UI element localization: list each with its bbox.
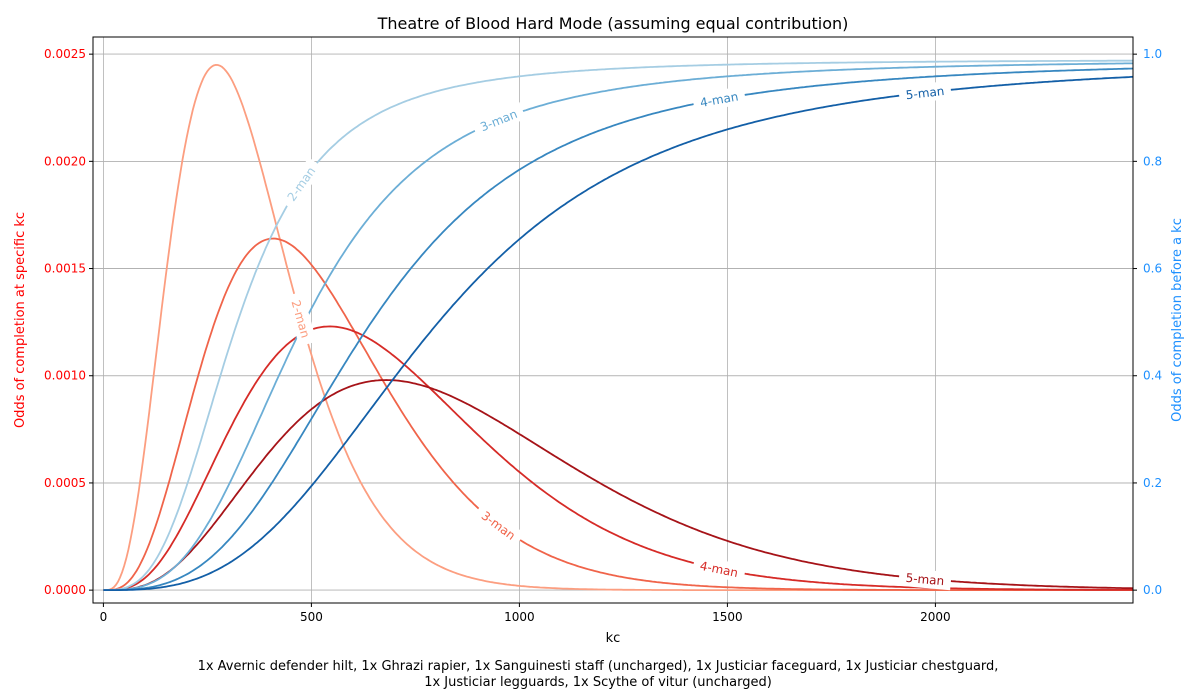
series-label-bg: [691, 85, 747, 113]
caption-line-1: 1x Avernic defender hilt, 1x Ghrazi rapi…: [198, 659, 999, 674]
y-axis-right-label: Odds of completion before a kc: [1170, 218, 1185, 422]
y-right-tick-label: 0.0: [1143, 583, 1162, 597]
series-label-bg: [898, 80, 952, 105]
y-axis-left-label: Odds of completion at specific kc: [13, 212, 28, 428]
series-line-right-7: [103, 75, 1134, 591]
y-right-tick-label: 1.0: [1143, 47, 1162, 61]
y-left-tick-label: 0.0010: [44, 369, 86, 383]
plot-frame: [92, 36, 1134, 604]
chart-title: Theatre of Blood Hard Mode (assuming equ…: [377, 14, 849, 33]
y-left-tick-label: 0.0020: [44, 154, 86, 168]
x-tick-label: 1500: [712, 610, 743, 624]
series-line-left-2: [103, 325, 1133, 591]
series-label-bg: [278, 157, 324, 211]
y-left-tick-label: 0.0005: [44, 476, 86, 490]
series-line-left-1: [103, 237, 1133, 591]
x-tick-label: 0: [100, 610, 108, 624]
y-right-tick-label: 0.4: [1143, 369, 1162, 383]
y-right-tick-label: 0.2: [1143, 476, 1162, 490]
x-tick-label: 500: [300, 610, 323, 624]
caption-line-2: 1x Justiciar legguards, 1x Scythe of vit…: [424, 675, 772, 690]
series-line-right-5: [103, 62, 1133, 591]
series-label-bg: [285, 291, 317, 347]
series-line-left-0: [103, 63, 1133, 591]
series-line-left-3: [103, 379, 1134, 591]
x-axis-label: kc: [606, 631, 621, 646]
series-label-7: 5-man: [905, 84, 945, 102]
axis-ticks: 0 500 1000 1500 2000 0.0000 0.0005 0.0010 0.0015…: [44, 47, 1162, 624]
series-label-bg: [472, 502, 525, 549]
y-right-tick-label: 0.8: [1143, 154, 1162, 168]
y-left-tick-label: 0.0000: [44, 583, 86, 597]
x-tick-label: 1000: [504, 610, 535, 624]
series-label-3: 5-man: [905, 571, 945, 588]
series-label-bg: [691, 554, 747, 583]
series-line-right-6: [103, 67, 1134, 591]
y-left-tick-label: 0.0015: [44, 262, 86, 276]
x-tick-label: 2000: [920, 610, 951, 624]
series-label-bg: [898, 567, 952, 591]
series-line-right-4: [103, 59, 1133, 591]
y-right-tick-label: 0.6: [1143, 262, 1162, 276]
y-left-tick-label: 0.0025: [44, 47, 86, 61]
series-label-bg: [471, 102, 527, 139]
series-lines: [103, 59, 1134, 591]
series-label-6: 4-man: [699, 89, 739, 109]
